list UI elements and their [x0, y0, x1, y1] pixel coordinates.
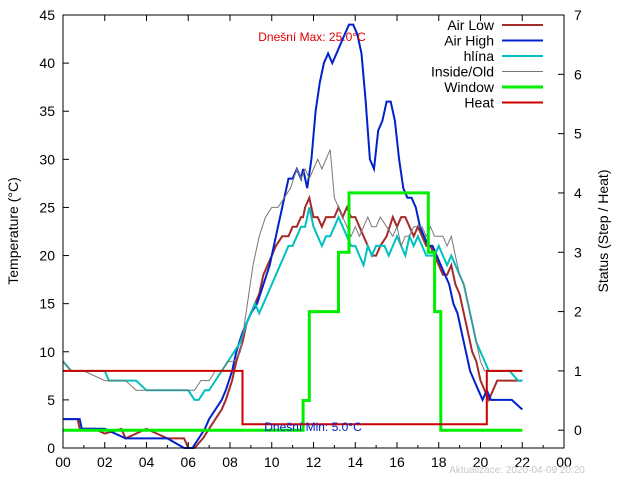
y-tick-label: 45 [39, 7, 55, 23]
y2-axis-label: Status (Step / Heat) [595, 170, 611, 293]
y-tick-label: 10 [39, 344, 55, 360]
series-line-air-low [63, 194, 523, 449]
legend-label: Inside/Old [431, 64, 494, 80]
legend-label: hlína [464, 48, 495, 64]
legend-label: Air Low [447, 17, 495, 33]
x-tick-label: 12 [306, 454, 322, 470]
series-line-hl-na [62, 207, 523, 401]
y-tick-label: 35 [39, 103, 55, 119]
y-tick-label: 40 [39, 55, 55, 71]
x-tick-label: 08 [222, 454, 238, 470]
y2-tick-label: 7 [574, 7, 582, 23]
x-tick-label: 00 [55, 454, 71, 470]
series-layer [62, 23, 523, 449]
legend-label: Heat [464, 95, 494, 111]
series-line-heat [63, 369, 523, 426]
y-tick-label: 30 [39, 151, 55, 167]
x-tick-label: 04 [139, 454, 155, 470]
y2-tick-label: 5 [574, 126, 582, 142]
legend-label: Air High [444, 33, 494, 49]
x-tick-label: 20 [473, 454, 489, 470]
y-tick-label: 15 [39, 296, 55, 312]
series-line-air-high [63, 23, 523, 449]
y2-tick-label: 3 [574, 244, 582, 260]
axis-layer: 00 02 04 06 08 10 12 14 16 18 20 22 0005101520253035… [39, 7, 582, 470]
y-tick-label: 0 [47, 440, 55, 456]
x-tick-label: 14 [347, 454, 363, 470]
y-axis-label: Temperature (°C) [5, 177, 21, 285]
x-tick-label: 06 [180, 454, 196, 470]
x-tick-label: 02 [97, 454, 113, 470]
y2-tick-label: 2 [574, 304, 582, 320]
y-tick-label: 5 [47, 392, 55, 408]
y2-tick-label: 0 [574, 422, 582, 438]
x-tick-label: 22 [514, 454, 530, 470]
x-tick-label: 16 [389, 454, 405, 470]
y2-tick-label: 1 [574, 363, 582, 379]
y-tick-label: 25 [39, 199, 55, 215]
y-tick-label: 20 [39, 248, 55, 264]
y2-tick-label: 6 [574, 66, 582, 82]
x-tick-label: 18 [431, 454, 447, 470]
x-tick-label: 10 [264, 454, 280, 470]
updated-label: Aktualizace: 2020-04-09 20:20 [449, 465, 585, 476]
series-line-window [63, 191, 523, 432]
min-annotation: Dnešní Min: 5.0°C [264, 420, 362, 434]
legend-label: Window [444, 79, 495, 95]
y2-tick-label: 4 [574, 185, 582, 201]
max-annotation: Dnešní Max: 25.0°C [258, 30, 366, 44]
x-tick-label: 00 [556, 454, 572, 470]
